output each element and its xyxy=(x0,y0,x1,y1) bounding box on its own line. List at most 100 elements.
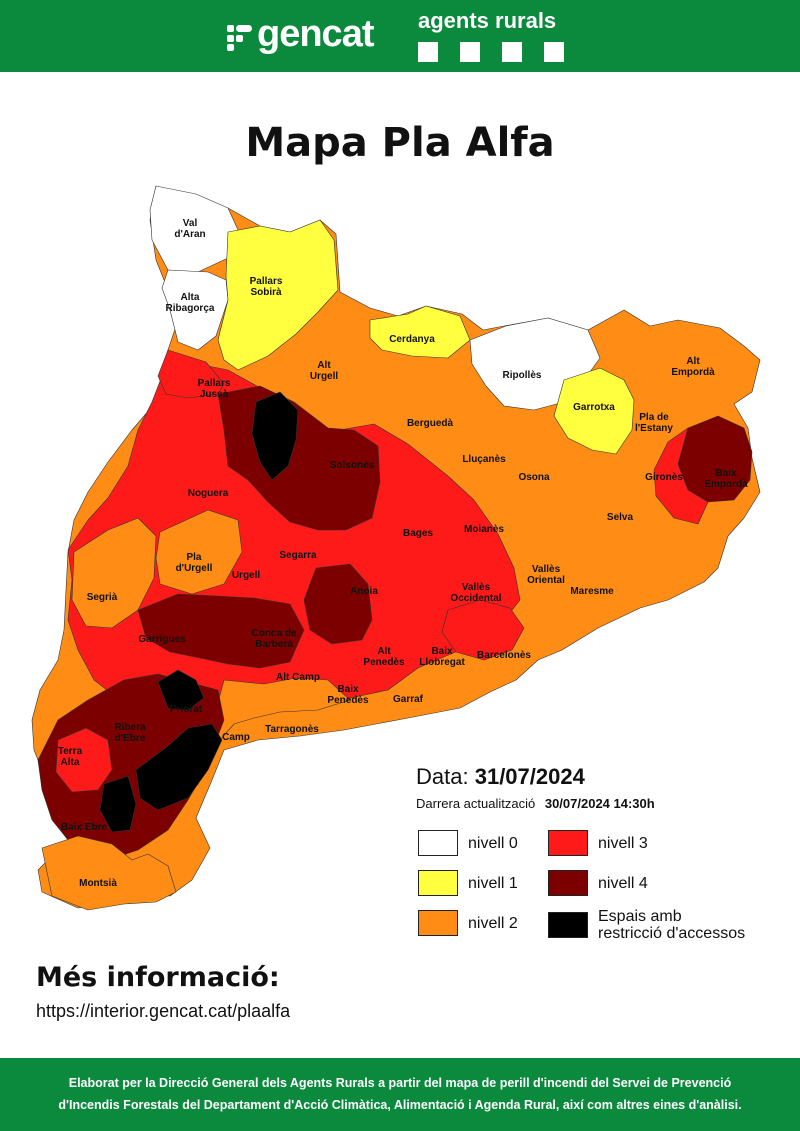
more-info-link[interactable]: https://interior.gencat.cat/plaalfa xyxy=(36,1001,291,1021)
map-label-line: Llobregat xyxy=(419,657,465,668)
region-restricted-1 xyxy=(251,391,299,481)
map-label-line: Jussà xyxy=(200,389,229,400)
map-label-line: Bages xyxy=(403,528,433,539)
map-label-line: Pla de xyxy=(639,412,669,423)
map-label-line: Ribera xyxy=(114,722,146,733)
map-label-line: Tarragonès xyxy=(265,724,319,735)
map-label-line: Alt xyxy=(317,360,331,371)
map-label: Baix Empordà xyxy=(704,468,748,490)
date-block: Data: 31/07/2024 Darrera actualització 3… xyxy=(416,764,655,811)
map-label-line: Vallès xyxy=(532,564,561,575)
map-label: Barcelonès xyxy=(477,650,531,661)
map-label-line: Segrià xyxy=(87,592,118,603)
map-label: Alt Camp xyxy=(276,672,320,683)
gencat-logo-text: gencat xyxy=(257,12,374,55)
map-label-line: Gironès xyxy=(645,472,683,483)
map-label-line: Alta xyxy=(61,757,80,768)
map-label-line: Conca de xyxy=(251,628,296,639)
region-segria xyxy=(71,517,157,629)
region-barcelones xyxy=(441,599,525,661)
legend-item-nivell-3: nivell 3 xyxy=(548,830,648,856)
map-label-line: Barberà xyxy=(255,639,293,650)
region-anoia xyxy=(303,563,373,645)
legend-swatch-nivell-1 xyxy=(418,870,458,896)
last-update-label: Darrera actualització xyxy=(416,796,536,811)
map-label-line: Alta xyxy=(181,292,200,303)
map-label-line: Cerdanya xyxy=(389,334,435,345)
map-label: Bages xyxy=(403,528,433,539)
map-label-line: Vallès xyxy=(462,582,491,593)
region-montsia xyxy=(41,835,177,911)
map-label: Terra Alta xyxy=(58,746,83,768)
region-pallars-sobira xyxy=(217,219,339,371)
map-label: Vallès Oriental xyxy=(527,564,565,586)
map-label-line: Noguera xyxy=(188,488,229,499)
legend-item-nivell-1: nivell 1 xyxy=(418,870,518,896)
map-regions xyxy=(31,185,761,911)
map-label: Segarra xyxy=(279,550,317,561)
gencat-logo-mark-icon xyxy=(227,17,253,51)
map-label-line: Oriental xyxy=(527,575,565,586)
agents-rurals-squares-icon xyxy=(418,42,564,62)
region-restricted-3 xyxy=(135,723,223,811)
map-label: Pallars Sobirà xyxy=(250,276,283,298)
map-label-line: Segarra xyxy=(279,550,317,561)
map-label-line: Garraf xyxy=(393,694,424,705)
map-label-line: Sobirà xyxy=(250,287,282,298)
agents-rurals-logo[interactable]: agents rurals xyxy=(418,8,564,62)
map-label: Selva xyxy=(607,512,634,523)
map-label: Pla de l'Estany xyxy=(635,412,673,434)
map-label-line: Pla xyxy=(186,552,201,563)
gencat-logo[interactable]: gencat xyxy=(227,12,374,56)
map-label-line: Urgell xyxy=(310,371,339,382)
map-label-line: Penedès xyxy=(327,695,369,706)
map-label: Garraf xyxy=(393,694,424,705)
footer-text-line2: d'Incendis Forestals del Departament d'A… xyxy=(58,1098,742,1112)
map-label: Baix Ebre xyxy=(61,822,108,833)
region-garrigues xyxy=(137,593,305,669)
map-label: Noguera xyxy=(188,488,229,499)
legend-label-nivell-0: nivell 0 xyxy=(468,834,518,852)
last-update-line: Darrera actualització 30/07/2024 14:30h xyxy=(416,796,655,811)
map-label-line: Garrigues xyxy=(138,634,186,645)
map-label: Pallars Jussà xyxy=(198,378,231,400)
map-label: Tarragonès xyxy=(265,724,319,735)
region-garrotxa xyxy=(553,367,635,455)
map-label: Priorat xyxy=(170,704,203,715)
region-girones-red xyxy=(653,427,709,525)
map-label-line: Priorat xyxy=(170,704,203,715)
map-label-line: Lluçanès xyxy=(462,454,506,465)
map-label-line: Terra xyxy=(58,746,83,757)
legend-swatch-nivell-2 xyxy=(418,910,458,936)
date-line: Data: 31/07/2024 xyxy=(416,764,655,790)
agents-rurals-logo-text: agents rurals xyxy=(418,8,557,33)
map-label: Segrià xyxy=(87,592,118,603)
legend-swatch-nivell-3 xyxy=(548,830,588,856)
map-label: Maresme xyxy=(570,586,614,597)
map-label-line: Osona xyxy=(518,472,550,483)
date-label: Data: xyxy=(416,764,469,789)
map-label-line: Maresme xyxy=(570,586,614,597)
region-cerdanya xyxy=(369,305,471,359)
legend-label-nivell-3: nivell 3 xyxy=(598,834,648,852)
region-val-daran xyxy=(149,185,239,273)
footer-text-line1: Elaborat per la Direcció General dels Ag… xyxy=(68,1076,732,1090)
map-label: Conca de Barberà xyxy=(251,628,296,650)
legend-item-nivell-0: nivell 0 xyxy=(418,830,518,856)
map-label: Osona xyxy=(518,472,550,483)
page-title: Mapa Pla Alfa xyxy=(245,120,555,166)
map-label: Garrotxa xyxy=(573,402,615,413)
map-label: Ribera d'Ebre xyxy=(114,722,146,744)
map-label-line: Urgell xyxy=(232,570,261,581)
map-label: Camp xyxy=(222,732,250,743)
map-label-line: Occidental xyxy=(450,593,501,604)
region-terra-alta xyxy=(55,727,113,793)
map-label: Anoia xyxy=(350,586,378,597)
legend-label-nivell-1: nivell 1 xyxy=(468,874,518,892)
legend-item-espais: Espais amb restricció d'accessos xyxy=(548,908,745,942)
map-label-line: Pallars xyxy=(198,378,231,389)
map-label: Alt Empordà xyxy=(671,356,715,378)
more-info-heading: Més informació: xyxy=(36,962,280,993)
map-label-line: Ribagorça xyxy=(166,303,215,314)
map-label-line: Ripollès xyxy=(503,370,542,381)
